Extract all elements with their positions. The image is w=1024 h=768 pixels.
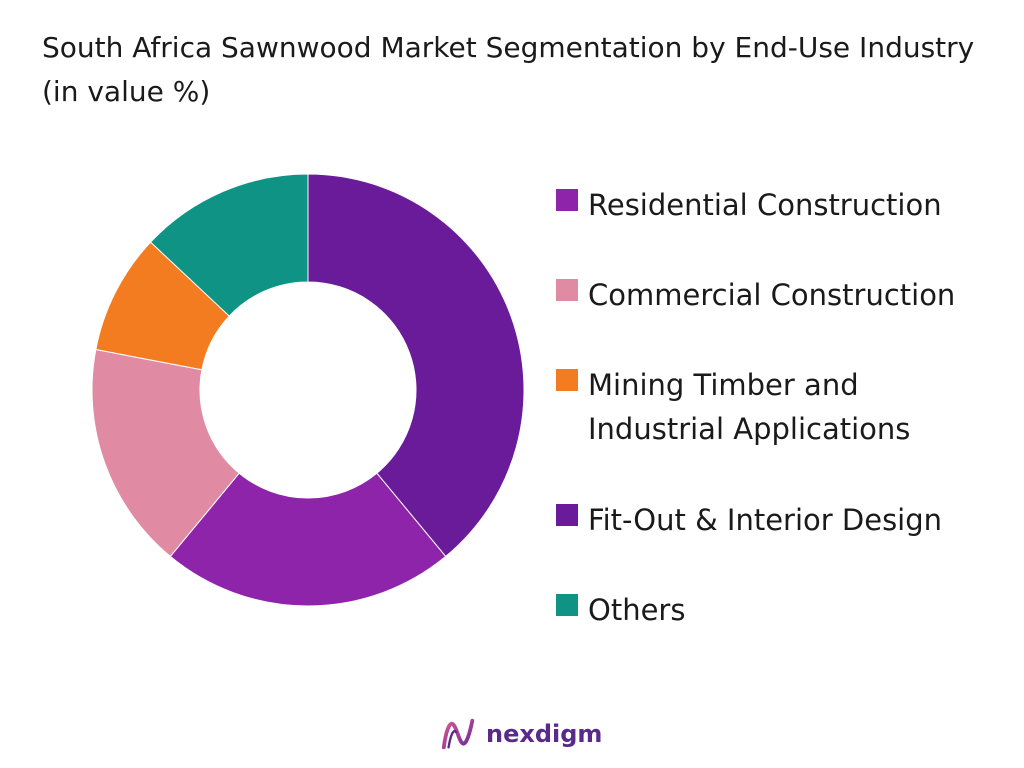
legend-swatch — [556, 594, 578, 616]
slice-commercial-construction — [91, 348, 240, 558]
legend-swatch — [556, 279, 578, 301]
legend-swatch — [556, 369, 578, 391]
legend-item-commercial: Commercial Construction — [556, 273, 955, 317]
legend-label: Others — [588, 593, 686, 627]
legend-item-fitout: Fit-Out & Interior Design — [556, 498, 942, 542]
legend-label: Mining Timber and Industrial Application… — [588, 368, 911, 446]
nexdigm-logo-icon — [441, 718, 475, 750]
chart-legend: Residential Construction Commercial Cons… — [556, 0, 1024, 700]
brand-name: nexdigm — [486, 720, 603, 748]
legend-label: Commercial Construction — [588, 278, 956, 312]
legend-item-residential: Residential Construction — [556, 183, 942, 227]
legend-label: Residential Construction — [588, 188, 942, 222]
legend-item-mining: Mining Timber and Industrial Application… — [556, 363, 910, 451]
legend-swatch — [556, 189, 578, 211]
slice-others — [149, 173, 309, 317]
brand: nexdigm — [440, 714, 602, 754]
legend-swatch — [556, 504, 578, 526]
slice-residential-construction — [169, 472, 447, 607]
legend-item-others: Others — [556, 588, 685, 632]
legend-label: Fit-Out & Interior Design — [588, 503, 943, 537]
chart-title: South Africa Sawnwood Market Segmentatio… — [42, 31, 975, 108]
slice-fit-out-interior — [307, 173, 525, 558]
